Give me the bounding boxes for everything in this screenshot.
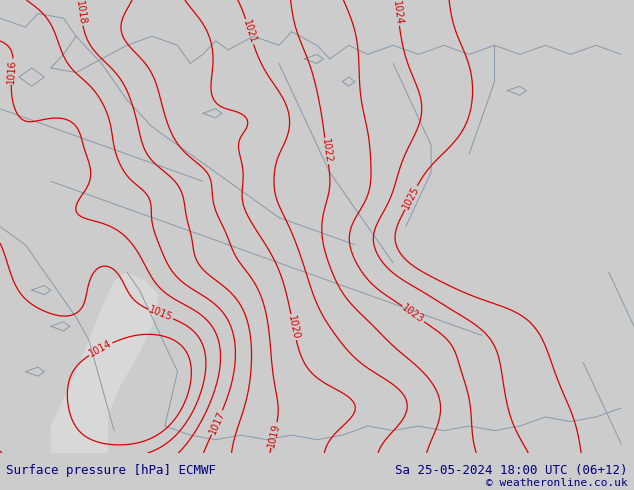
Text: Sa 25-05-2024 18:00 UTC (06+12): Sa 25-05-2024 18:00 UTC (06+12) [395, 464, 628, 477]
Text: 1025: 1025 [401, 184, 421, 211]
Text: 1015: 1015 [147, 305, 174, 323]
Text: 1020: 1020 [286, 314, 301, 340]
Polygon shape [51, 272, 158, 453]
Text: Surface pressure [hPa] ECMWF: Surface pressure [hPa] ECMWF [6, 464, 216, 477]
Text: 1018: 1018 [74, 0, 87, 25]
Text: 1024: 1024 [391, 0, 404, 25]
Text: 1014: 1014 [87, 339, 113, 359]
Text: 1019: 1019 [266, 422, 281, 448]
Text: 1017: 1017 [207, 409, 226, 436]
Text: 1022: 1022 [320, 138, 333, 164]
Text: 1023: 1023 [400, 303, 426, 325]
Text: © weatheronline.co.uk: © weatheronline.co.uk [486, 478, 628, 488]
Text: 1021: 1021 [241, 19, 258, 45]
Text: 1016: 1016 [6, 59, 18, 84]
